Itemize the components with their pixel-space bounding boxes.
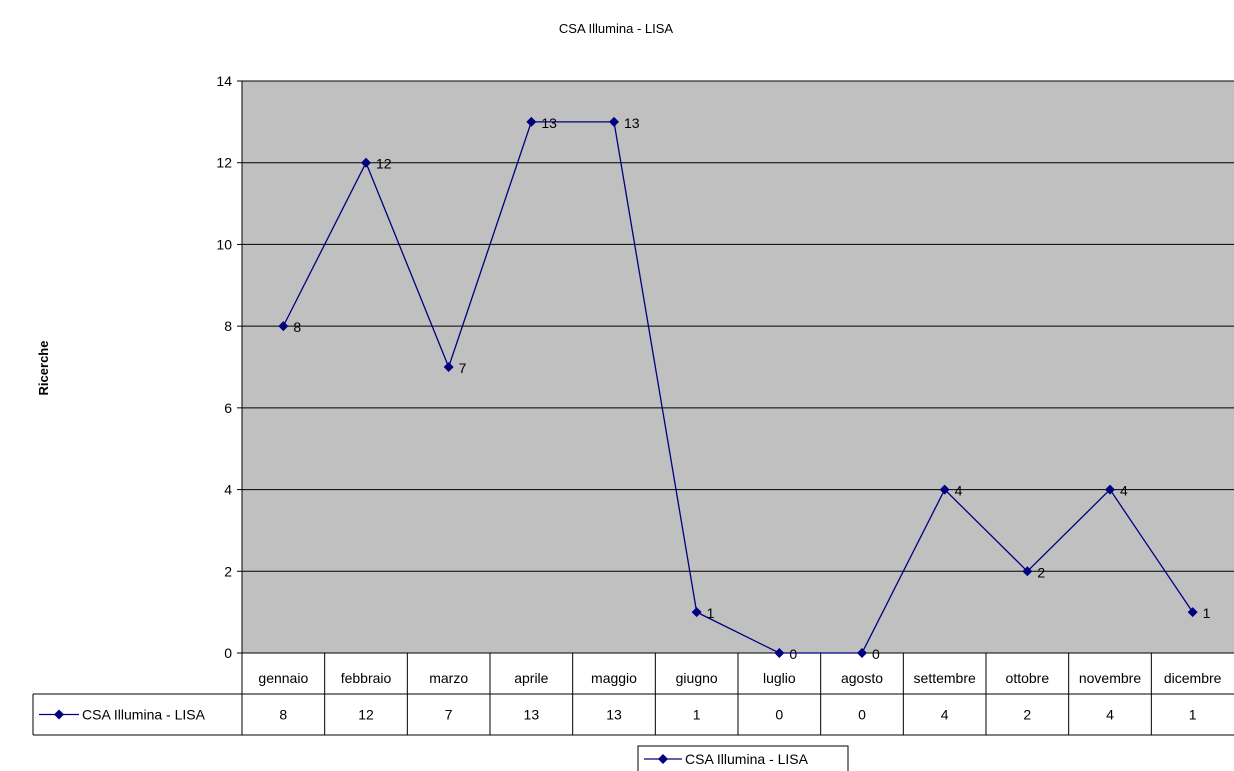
table-value: 1 bbox=[1189, 707, 1197, 723]
y-tick-label: 2 bbox=[224, 563, 232, 579]
y-tick-label: 8 bbox=[224, 318, 232, 334]
table-value: 4 bbox=[1106, 707, 1114, 723]
data-label: 1 bbox=[1203, 605, 1211, 621]
table-value: 13 bbox=[524, 707, 540, 723]
table-value: 0 bbox=[858, 707, 866, 723]
data-label: 1 bbox=[707, 605, 715, 621]
plot-area bbox=[242, 81, 1234, 653]
category-label: settembre bbox=[914, 670, 976, 686]
data-table: gennaio febbraio marzo aprile maggio giugno lu… bbox=[32, 653, 1234, 736]
data-label: 0 bbox=[789, 646, 797, 662]
data-point bbox=[1105, 484, 1115, 495]
category-label: giugno bbox=[676, 670, 718, 686]
data-label: 4 bbox=[1120, 483, 1128, 499]
category-label: maggio bbox=[591, 670, 637, 686]
category-label: gennaio bbox=[258, 670, 308, 686]
category-label: agosto bbox=[841, 670, 883, 686]
data-label: 8 bbox=[293, 319, 301, 335]
table-value: 12 bbox=[358, 707, 374, 723]
category-label: marzo bbox=[429, 670, 468, 686]
data-label: 7 bbox=[459, 360, 467, 376]
y-tick-label: 0 bbox=[224, 645, 232, 661]
data-point bbox=[939, 484, 950, 495]
table-value: 7 bbox=[445, 707, 453, 723]
y-tick-label: 14 bbox=[216, 73, 232, 89]
legend-label: CSA Illumina - LISA bbox=[685, 751, 809, 767]
data-label: 2 bbox=[1037, 564, 1045, 580]
y-tick-label: 4 bbox=[224, 482, 232, 498]
data-point bbox=[443, 362, 454, 372]
table-value: 8 bbox=[279, 707, 287, 723]
category-label: luglio bbox=[763, 670, 796, 686]
series-layer: 8 12 7 13 13 1 0 0 4 2 4 1 bbox=[278, 115, 1211, 662]
data-point bbox=[691, 607, 702, 618]
table-value: 1 bbox=[693, 707, 701, 723]
data-point bbox=[361, 157, 371, 168]
y-axis: 0 2 4 6 8 10 12 14 bbox=[216, 73, 243, 661]
data-point bbox=[1022, 566, 1033, 577]
data-label: 13 bbox=[624, 115, 640, 131]
category-label: aprile bbox=[514, 670, 548, 686]
y-tick-label: 12 bbox=[216, 155, 232, 171]
data-label: 0 bbox=[872, 646, 880, 662]
table-series-key-marker bbox=[54, 709, 64, 720]
data-point bbox=[857, 648, 867, 658]
data-point bbox=[774, 648, 785, 658]
category-label: ottobre bbox=[1006, 670, 1050, 686]
data-point bbox=[1187, 607, 1198, 618]
category-label: novembre bbox=[1079, 670, 1141, 686]
table-value: 13 bbox=[606, 707, 622, 723]
series-line bbox=[282, 121, 1194, 654]
data-point bbox=[526, 116, 537, 127]
y-tick-label: 10 bbox=[216, 236, 232, 252]
table-value: 4 bbox=[941, 707, 949, 723]
table-series-name: CSA Illumina - LISA bbox=[82, 707, 206, 723]
data-point bbox=[609, 116, 619, 127]
y-tick-label: 6 bbox=[224, 400, 232, 416]
chart-title: CSA Illumina - LISA bbox=[559, 21, 673, 36]
category-label: febbraio bbox=[341, 670, 392, 686]
category-label: dicembre bbox=[1164, 670, 1222, 686]
table-value: 0 bbox=[775, 707, 783, 723]
table-value: 2 bbox=[1023, 707, 1031, 723]
y-axis-label: Ricerche bbox=[36, 341, 51, 396]
data-label: 4 bbox=[955, 483, 963, 499]
legend-marker bbox=[658, 754, 668, 764]
legend: CSA Illumina - LISA bbox=[637, 745, 849, 771]
data-label: 12 bbox=[376, 156, 392, 172]
data-label: 13 bbox=[541, 115, 557, 131]
data-point bbox=[278, 321, 289, 332]
